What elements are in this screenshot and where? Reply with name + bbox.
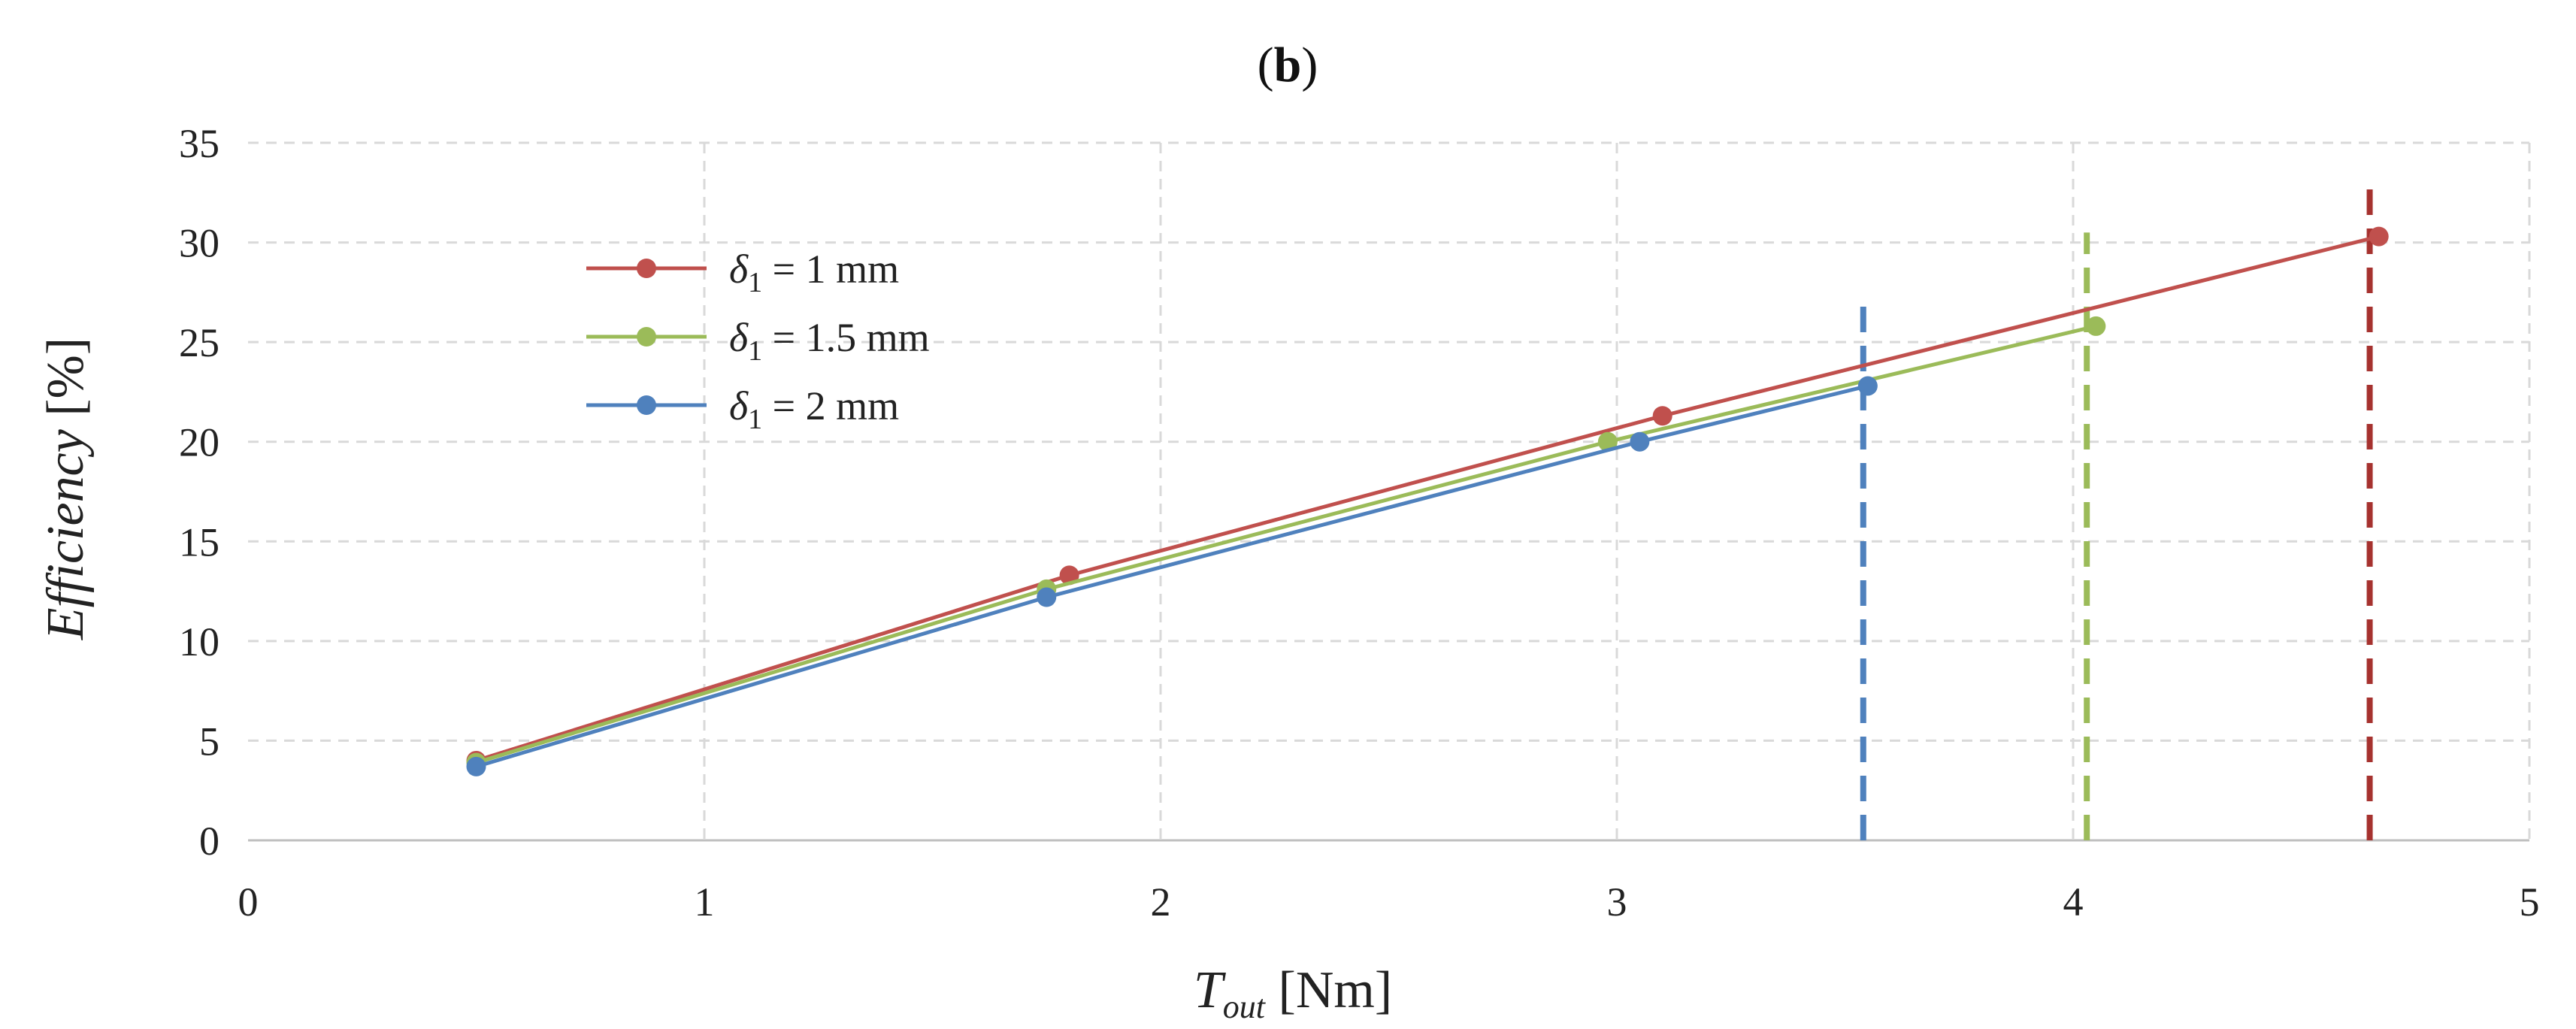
x-tick-label-5: 5 (2520, 879, 2540, 925)
x-axis-title: Tout [Nm] (1194, 961, 1392, 1025)
y-tick-label-7: 35 (179, 121, 219, 166)
y-axis-title: Efficiency [%] (37, 337, 95, 640)
tick-labels: 0 5 10 15 20 25 30 35 0 1 2 3 4 5 (179, 121, 2540, 925)
data-point-2-0 (466, 756, 486, 776)
x-tick-label-1: 1 (695, 879, 715, 925)
legend-marker-1 (637, 327, 656, 347)
series-line-0 (475, 235, 2380, 763)
y-tick-label-3: 15 (179, 519, 219, 564)
data-point-2-2 (1630, 431, 1650, 452)
legend: δ1 = 1 mm δ1 = 1.5 mm δ1 = 2 mm (586, 247, 930, 435)
legend-label-0: δ1 = 1 mm (729, 247, 899, 298)
data-point-2-3 (1857, 376, 1878, 396)
y-tick-label-0: 0 (199, 819, 219, 864)
grid (248, 141, 2531, 842)
x-tick-label-2: 2 (1151, 879, 1171, 925)
chart-title: (b) (1258, 38, 1318, 92)
legend-marker-2 (637, 395, 656, 415)
data-point-0-3 (2369, 226, 2389, 247)
x-tick-label-0: 0 (238, 879, 259, 925)
y-tick-label-2: 10 (179, 619, 219, 664)
data-point-0-2 (1652, 406, 1672, 426)
legend-label-1: δ1 = 1.5 mm (729, 315, 930, 367)
data-point-1-3 (2086, 316, 2106, 336)
data-point-1-2 (1597, 431, 1618, 452)
legend-label-2: δ1 = 2 mm (729, 383, 899, 435)
data-point-2-1 (1037, 587, 1057, 607)
svg-text:(b): (b) (1258, 38, 1318, 92)
limit-lines (1860, 183, 2373, 840)
series-line-2 (475, 384, 1869, 769)
y-tick-label-5: 25 (179, 320, 219, 365)
x-tick-label-4: 4 (2063, 879, 2084, 925)
series-lines (466, 226, 2389, 776)
y-tick-label-4: 20 (179, 420, 219, 465)
y-tick-label-6: 30 (179, 221, 219, 266)
legend-marker-0 (637, 259, 656, 278)
series-line-1 (475, 324, 2096, 764)
y-tick-label-1: 5 (199, 719, 219, 764)
x-tick-label-3: 3 (1607, 879, 1627, 925)
